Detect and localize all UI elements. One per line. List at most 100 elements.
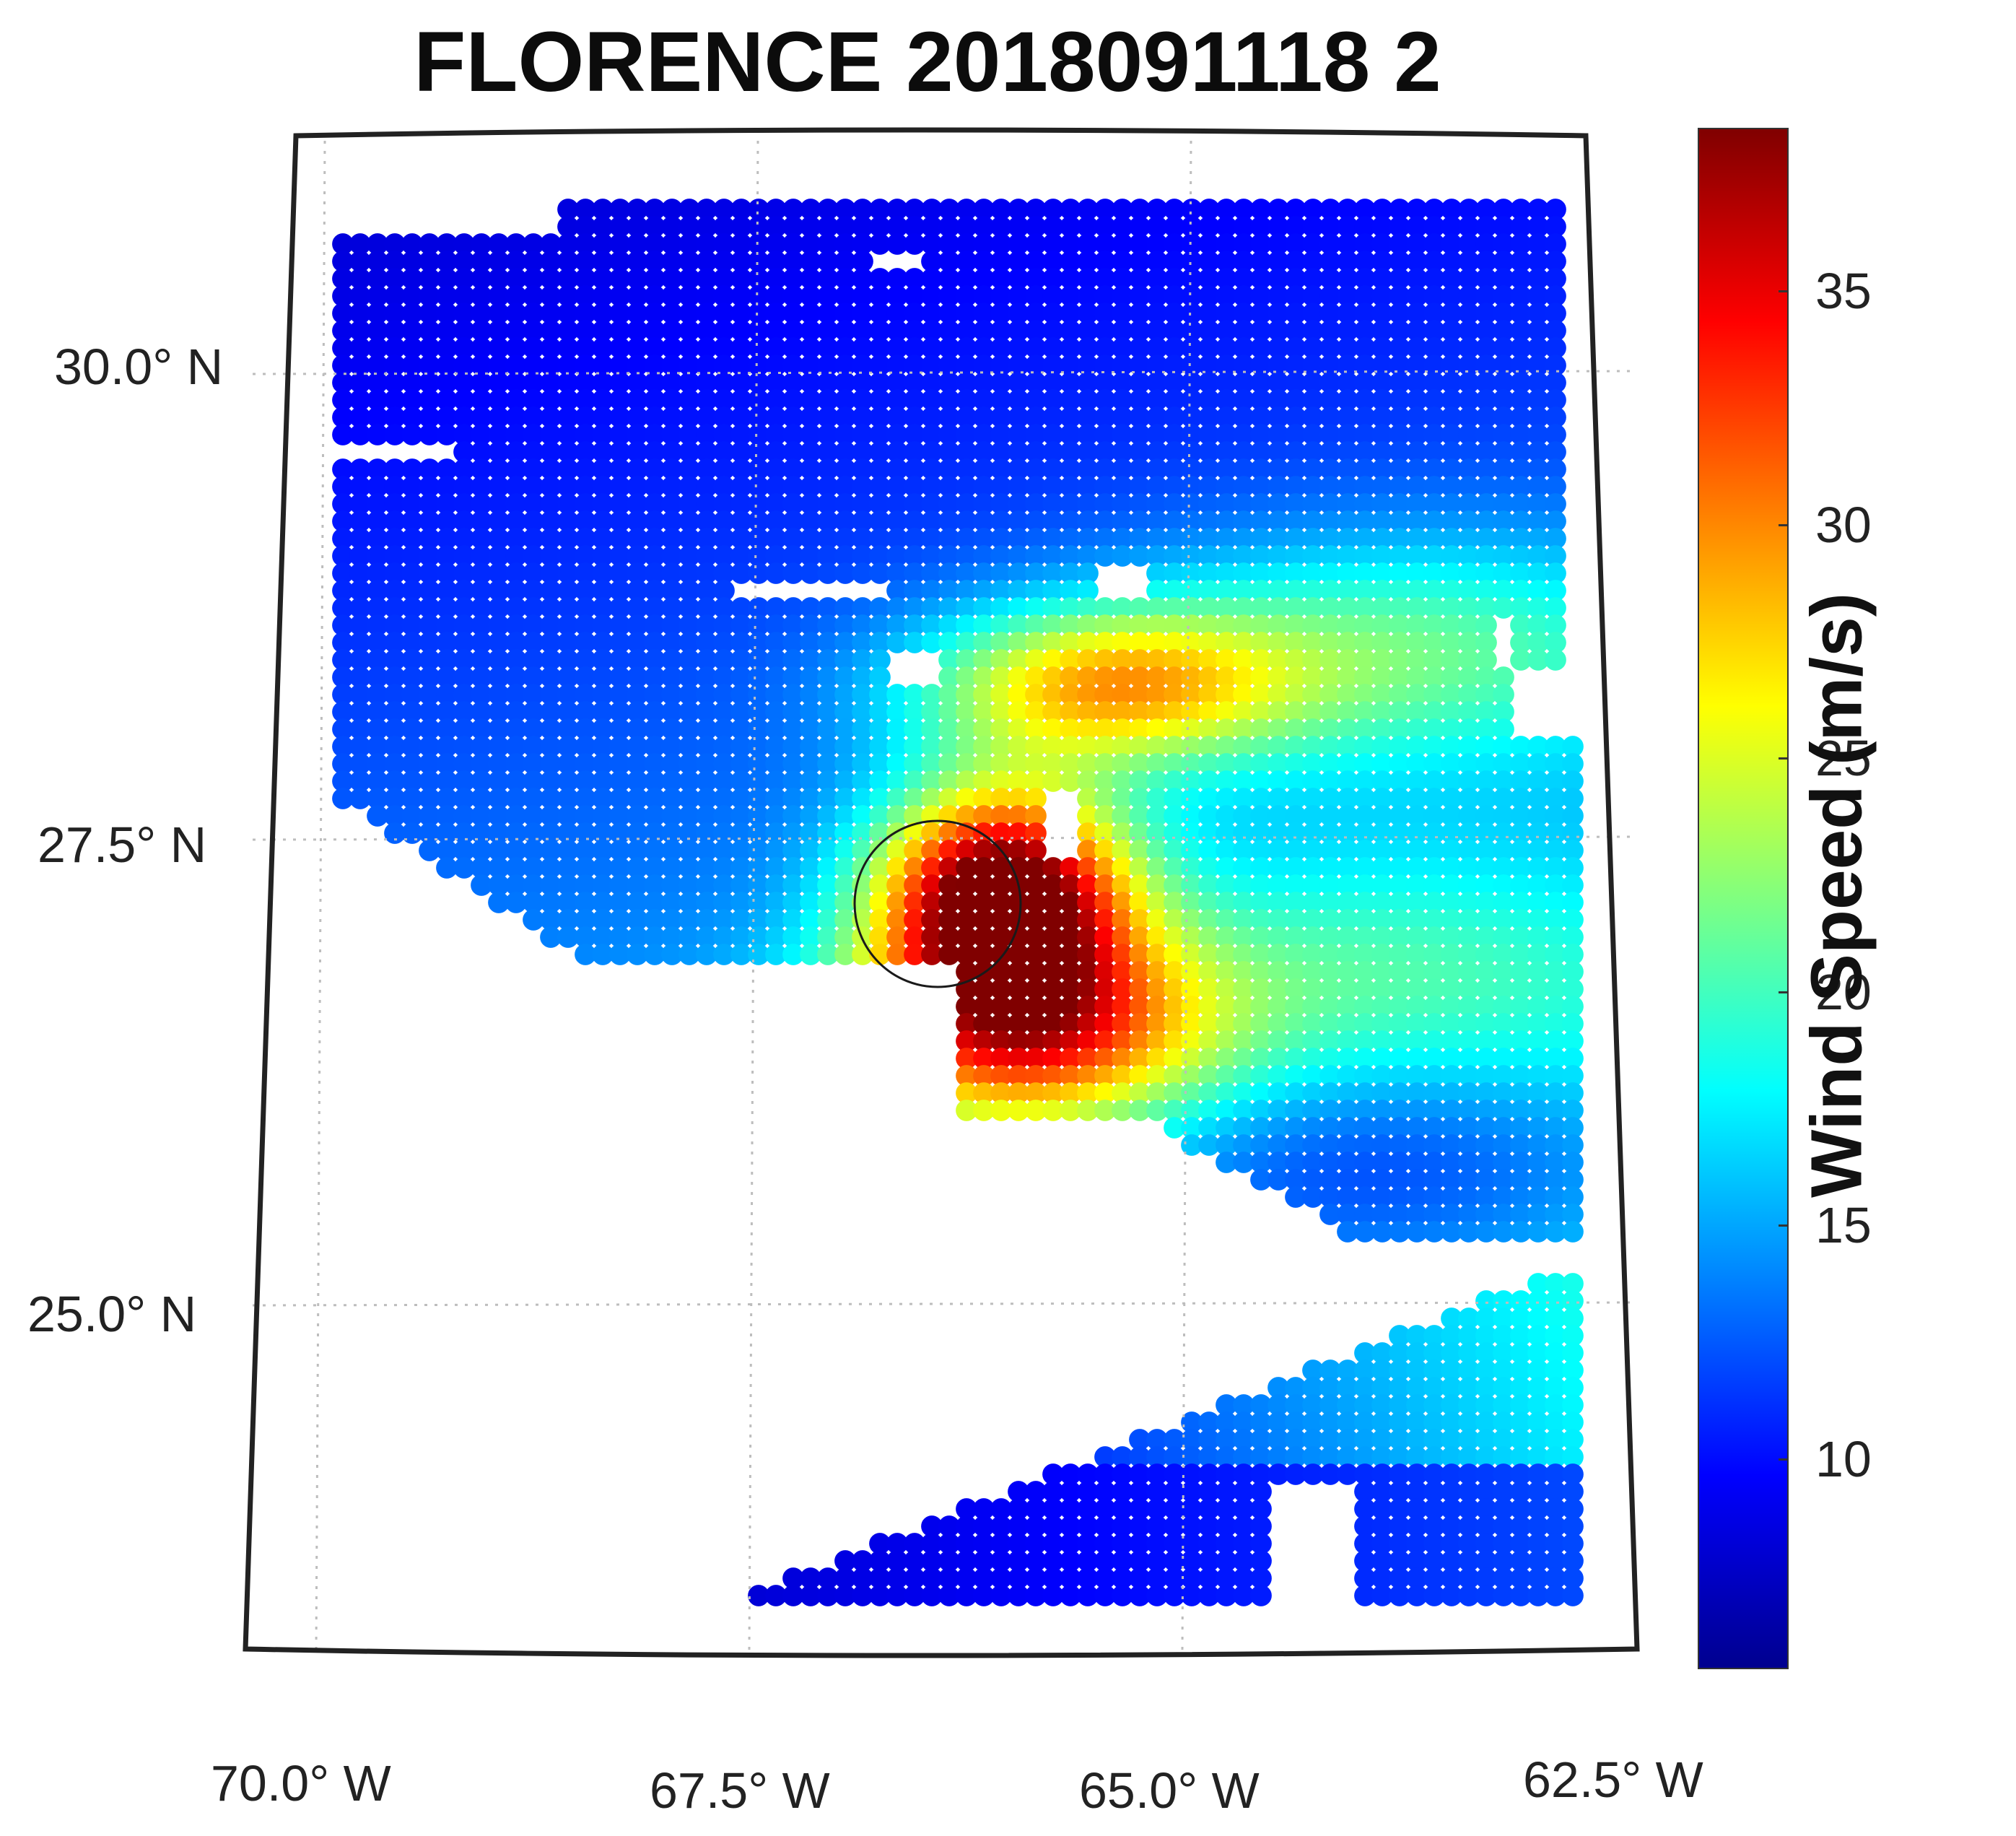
wind-sample — [1164, 1567, 1185, 1589]
wind-sample — [696, 632, 717, 653]
wind-sample — [436, 493, 458, 515]
wind-sample — [696, 892, 717, 913]
wind-sample — [332, 285, 354, 307]
wind-sample — [956, 614, 977, 636]
wind-sample — [1129, 389, 1151, 411]
wind-sample — [1233, 996, 1254, 1017]
wind-sample — [1527, 926, 1549, 948]
wind-sample — [800, 389, 821, 411]
wind-sample — [1146, 840, 1168, 861]
wind-sample — [869, 684, 891, 705]
wind-sample — [1164, 476, 1185, 497]
wind-sample — [1233, 736, 1254, 757]
wind-sample — [1216, 1100, 1237, 1121]
wind-sample — [627, 614, 648, 636]
wind-sample — [1216, 788, 1237, 809]
wind-sample — [1389, 1134, 1410, 1156]
wind-sample — [1042, 458, 1064, 480]
wind-sample — [627, 268, 648, 290]
wind-sample — [1094, 303, 1116, 324]
wind-sample — [678, 528, 700, 549]
wind-sample — [1285, 649, 1306, 671]
wind-sample — [1441, 389, 1462, 411]
wind-sample — [592, 216, 614, 238]
wind-sample — [488, 788, 510, 809]
wind-sample — [1371, 736, 1393, 757]
wind-sample — [540, 788, 562, 809]
wind-sample — [869, 944, 891, 965]
wind-sample — [1371, 1186, 1393, 1208]
wind-sample — [852, 701, 873, 723]
wind-sample — [1371, 389, 1393, 411]
wind-sample — [748, 458, 769, 480]
wind-sample — [1164, 805, 1185, 827]
wind-sample — [1060, 996, 1081, 1017]
wind-sample — [540, 926, 562, 948]
wind-sample — [1371, 1048, 1393, 1069]
wind-sample — [1389, 788, 1410, 809]
wind-sample — [1510, 1030, 1532, 1052]
wind-sample — [575, 268, 596, 290]
wind-sample — [1129, 753, 1151, 775]
wind-sample — [1164, 320, 1185, 341]
wind-sample — [1562, 1221, 1584, 1243]
wind-sample — [782, 251, 804, 272]
wind-sample — [627, 892, 648, 913]
wind-sample — [436, 320, 458, 341]
wind-sample — [765, 718, 787, 740]
wind-sample — [678, 545, 700, 567]
wind-sample — [713, 216, 735, 238]
wind-sample — [367, 701, 388, 723]
wind-sample — [1441, 1394, 1462, 1416]
wind-sample — [384, 424, 406, 445]
wind-sample — [419, 562, 440, 584]
wind-sample — [1354, 718, 1376, 740]
wind-sample — [1406, 1533, 1428, 1554]
wind-sample — [904, 580, 925, 601]
wind-sample — [696, 251, 717, 272]
wind-sample — [938, 268, 960, 290]
wind-sample — [1337, 753, 1358, 775]
wind-sample — [696, 684, 717, 705]
wind-sample — [1267, 978, 1289, 1000]
wind-sample — [1545, 1325, 1566, 1346]
wind-sample — [1146, 199, 1168, 220]
wind-sample — [1545, 944, 1566, 965]
wind-sample — [782, 268, 804, 290]
wind-sample — [1337, 822, 1358, 844]
wind-sample — [1077, 770, 1099, 792]
wind-sample — [661, 666, 683, 688]
wind-sample — [1008, 580, 1029, 601]
wind-sample — [1181, 614, 1203, 636]
wind-sample — [644, 788, 666, 809]
wind-sample — [505, 528, 527, 549]
wind-sample — [401, 614, 423, 636]
wind-sample — [1354, 788, 1376, 809]
wind-sample — [956, 736, 977, 757]
wind-sample — [1129, 1030, 1151, 1052]
wind-sample — [800, 684, 821, 705]
wind-sample — [523, 840, 544, 861]
wind-sample — [384, 684, 406, 705]
wind-sample — [973, 303, 995, 324]
wind-sample — [1060, 1048, 1081, 1069]
wind-sample — [419, 354, 440, 376]
wind-sample — [852, 372, 873, 393]
wind-sample — [938, 1533, 960, 1554]
wind-sample — [1423, 1429, 1445, 1450]
wind-sample — [1060, 701, 1081, 723]
wind-sample — [592, 268, 614, 290]
wind-sample — [678, 320, 700, 341]
wind-sample — [678, 822, 700, 844]
wind-sample — [904, 337, 925, 359]
wind-sample — [488, 822, 510, 844]
wind-sample — [1198, 354, 1220, 376]
wind-sample — [575, 840, 596, 861]
wind-sample — [1423, 406, 1445, 428]
wind-sample — [1319, 1169, 1341, 1191]
wind-sample — [1406, 892, 1428, 913]
wind-sample — [1527, 1550, 1549, 1572]
wind-sample — [1527, 892, 1549, 913]
wind-sample — [609, 857, 631, 879]
wind-sample — [644, 372, 666, 393]
